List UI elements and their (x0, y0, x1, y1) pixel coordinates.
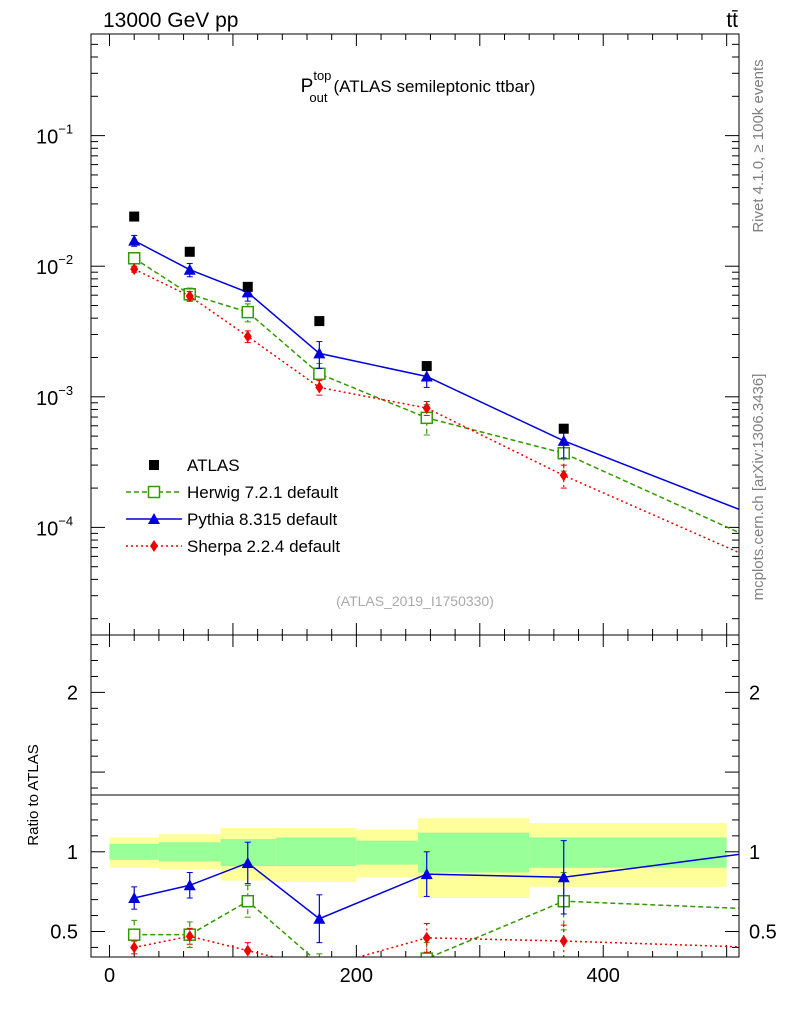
y-tick-label: 10−3 (36, 383, 73, 410)
legend-label: Pythia 8.315 default (187, 510, 338, 529)
band-inner (356, 840, 419, 865)
ratio-tick-labels: 0.5 0.5 1 1 2 2 0 200 400 (50, 682, 777, 987)
ratio-point (559, 935, 568, 948)
ratio-plot-frame (90, 634, 740, 958)
data-point (422, 402, 431, 415)
ratio-point (420, 952, 433, 957)
data-point (184, 246, 195, 257)
data-point (421, 361, 432, 372)
process-label: tt̄ (726, 9, 738, 32)
data-point (315, 381, 324, 394)
y-tick-label: 10−1 (36, 122, 73, 149)
ratio-y-tick-label-right: 2 (749, 682, 760, 704)
ratio-axis-ticks (91, 635, 739, 957)
main-series-layer (127, 211, 739, 554)
ratio-point (243, 944, 252, 957)
data-point (242, 281, 253, 292)
ratio-point (314, 958, 325, 969)
ratio-point (183, 879, 196, 891)
legend-label: Sherpa 2.2.4 default (187, 537, 340, 556)
data-point (185, 290, 194, 303)
data-point (241, 286, 254, 298)
series-pythia (128, 234, 739, 511)
series-atlas (129, 211, 569, 434)
ratio-y-tick-label-right: 0.5 (749, 921, 777, 943)
data-point (557, 434, 570, 446)
ratio-line (134, 935, 739, 957)
legend-marker (149, 460, 159, 470)
ratio-point (241, 856, 254, 868)
data-point (420, 370, 433, 382)
title-main: P (301, 76, 314, 97)
x-tick-label: 200 (340, 965, 373, 987)
data-point (241, 305, 255, 319)
legend-marker (150, 540, 158, 552)
legend: ATLAS Herwig 7.2.1 default Pythia 8.315 de… (126, 456, 340, 556)
main-y-tick-labels: 10−1 10−2 10−3 10−4 (36, 122, 73, 541)
band-inner (276, 837, 357, 867)
title-sub: out (309, 90, 327, 105)
band-inner (158, 842, 221, 862)
ratio-line (134, 900, 739, 957)
ratio-point (420, 868, 433, 880)
ratio-point (128, 892, 141, 904)
ratio-point (127, 928, 141, 941)
data-point (183, 263, 196, 275)
data-point (559, 469, 568, 482)
analysis-watermark: (ATLAS_2019_I1750330) (336, 593, 494, 609)
ratio-y-tick-label-right: 1 (749, 842, 760, 864)
legend-item: Pythia 8.315 default (126, 510, 338, 529)
x-tick-label: 400 (587, 965, 620, 987)
ratio-point (422, 931, 431, 944)
ratio-y-tick-label-left: 1 (67, 842, 78, 864)
ratio-point (130, 941, 139, 954)
x-tick-label: 0 (104, 965, 115, 987)
ratio-series-sherpa (130, 923, 739, 974)
legend-label: ATLAS (187, 456, 240, 475)
mcplots-credit-label: mcplots.cern.ch [arXiv:1306.3436] (750, 374, 767, 601)
data-point (313, 347, 326, 359)
data-point (129, 211, 140, 222)
ratio-series-pythia (128, 840, 739, 944)
legend-label: Herwig 7.2.1 default (187, 483, 338, 502)
ratio-point (315, 962, 323, 974)
ratio-y-tick-label-left: 0.5 (50, 921, 78, 943)
legend-item: Herwig 7.2.1 default (126, 483, 338, 502)
series-line (133, 239, 739, 511)
data-point (558, 423, 569, 434)
data-point (314, 316, 325, 327)
ratio-point (313, 912, 326, 924)
data-point (128, 234, 141, 246)
ratio-point (557, 871, 570, 883)
legend-marker (148, 513, 160, 524)
main-axis-ticks (91, 34, 739, 635)
y-tick-label: 10−4 (36, 513, 73, 540)
main-title: Ptop out (ATLAS semileptonic ttbar) (301, 68, 536, 105)
data-point (243, 330, 252, 343)
band-inner (529, 837, 727, 868)
ratio-series-layer (127, 840, 764, 974)
legend-marker (147, 485, 161, 499)
data-point (127, 252, 141, 265)
data-point (130, 263, 139, 276)
ratio-point (185, 930, 194, 943)
ratio-y-tick-label-left: 2 (67, 682, 78, 704)
y-tick-label: 10−2 (36, 252, 73, 279)
energy-label: 13000 GeV pp (103, 9, 238, 32)
title-sup: top (313, 68, 331, 83)
legend-item: ATLAS (149, 456, 240, 475)
band-inner (109, 843, 159, 860)
ratio-point (753, 904, 764, 915)
legend-item: Sherpa 2.2.4 default (126, 537, 340, 556)
band-inner (418, 832, 530, 873)
ratio-y-axis-label: Ratio to ATLAS (25, 744, 42, 845)
title-rest: (ATLAS semileptonic ttbar) (333, 77, 535, 96)
ratio-uncertainty-bands (109, 818, 727, 899)
series-sherpa (130, 263, 739, 554)
data-point (313, 367, 326, 381)
rivet-version-label: Rivet 4.1.0, ≥ 100k events (750, 59, 767, 232)
ratio-point (241, 894, 255, 908)
